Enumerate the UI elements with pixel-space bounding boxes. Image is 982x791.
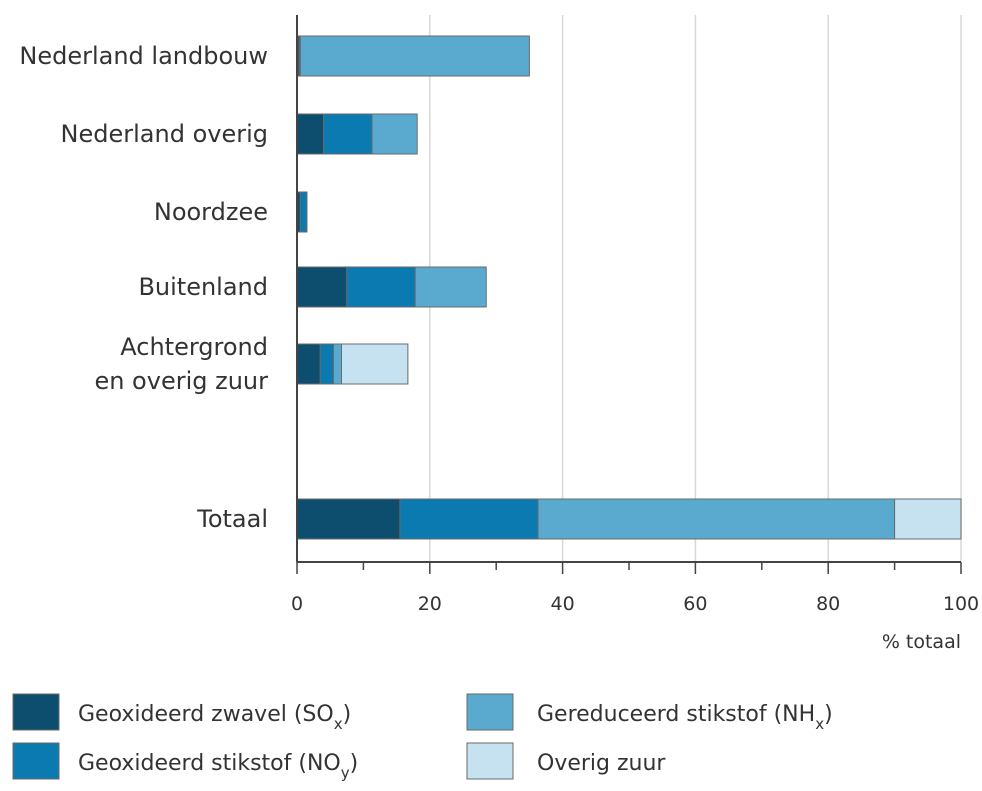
bar-segment (371, 113, 418, 155)
bar-layer (296, 35, 962, 540)
legend: Geoxideerd zwavel (SOx) Gereduceerd stiks… (12, 693, 833, 782)
legend-swatch (12, 742, 60, 780)
legend-swatch (12, 693, 60, 731)
bar-segment (296, 343, 321, 385)
legend-label: Overig zuur (537, 751, 666, 776)
bar-segment (323, 113, 373, 155)
legend-item: Gereduceerd stikstof (NHx) (466, 693, 833, 733)
bar-segment (319, 343, 335, 385)
category-label: Nederland overig (61, 120, 268, 148)
legend-item: Geoxideerd stikstof (NOy) (12, 742, 358, 782)
label-layer: Nederland landbouw Nederland overig Noordz… (19, 42, 268, 533)
bar-segment (340, 343, 409, 385)
legend-item: Geoxideerd zwavel (SOx) (12, 693, 351, 733)
x-axis-label: % totaal (882, 631, 961, 653)
bar-segment (296, 266, 348, 308)
category-label: Totaal (196, 505, 268, 533)
x-tick-label: 100 (943, 593, 979, 615)
legend-label: Geoxideerd zwavel (SOx) (78, 702, 351, 733)
category-label: Buitenland (138, 273, 268, 301)
legend-swatch (466, 742, 514, 780)
legend-label: Gereduceerd stikstof (NHx) (537, 702, 833, 733)
bar-segment (333, 343, 342, 385)
legend-label: Geoxideerd stikstof (NOy) (78, 751, 358, 782)
category-label: Noordzee (154, 198, 268, 226)
bar-segment (414, 266, 487, 308)
x-tick-label: 20 (418, 593, 442, 615)
bar-segment (894, 498, 962, 540)
bar-segment (299, 35, 530, 77)
category-label: en overig zuur (94, 367, 268, 395)
grid-layer (429, 15, 962, 561)
x-tick-label: 80 (816, 593, 840, 615)
bar-segment (296, 113, 325, 155)
bar-segment (346, 266, 416, 308)
x-tick-label: 0 (291, 593, 303, 615)
bar-segment (296, 498, 401, 540)
x-tick-label: 40 (551, 593, 575, 615)
bar-segment (537, 498, 896, 540)
bar-segment (299, 191, 308, 233)
bar-segment (399, 498, 539, 540)
category-label: Nederland landbouw (19, 42, 268, 70)
category-label: Achtergrond (120, 333, 268, 361)
legend-swatch (466, 693, 514, 731)
legend-item: Overig zuur (466, 742, 666, 780)
axis-layer: 0 20 40 60 80 100 % totaal (291, 15, 979, 653)
x-tick-label: 60 (683, 593, 707, 615)
